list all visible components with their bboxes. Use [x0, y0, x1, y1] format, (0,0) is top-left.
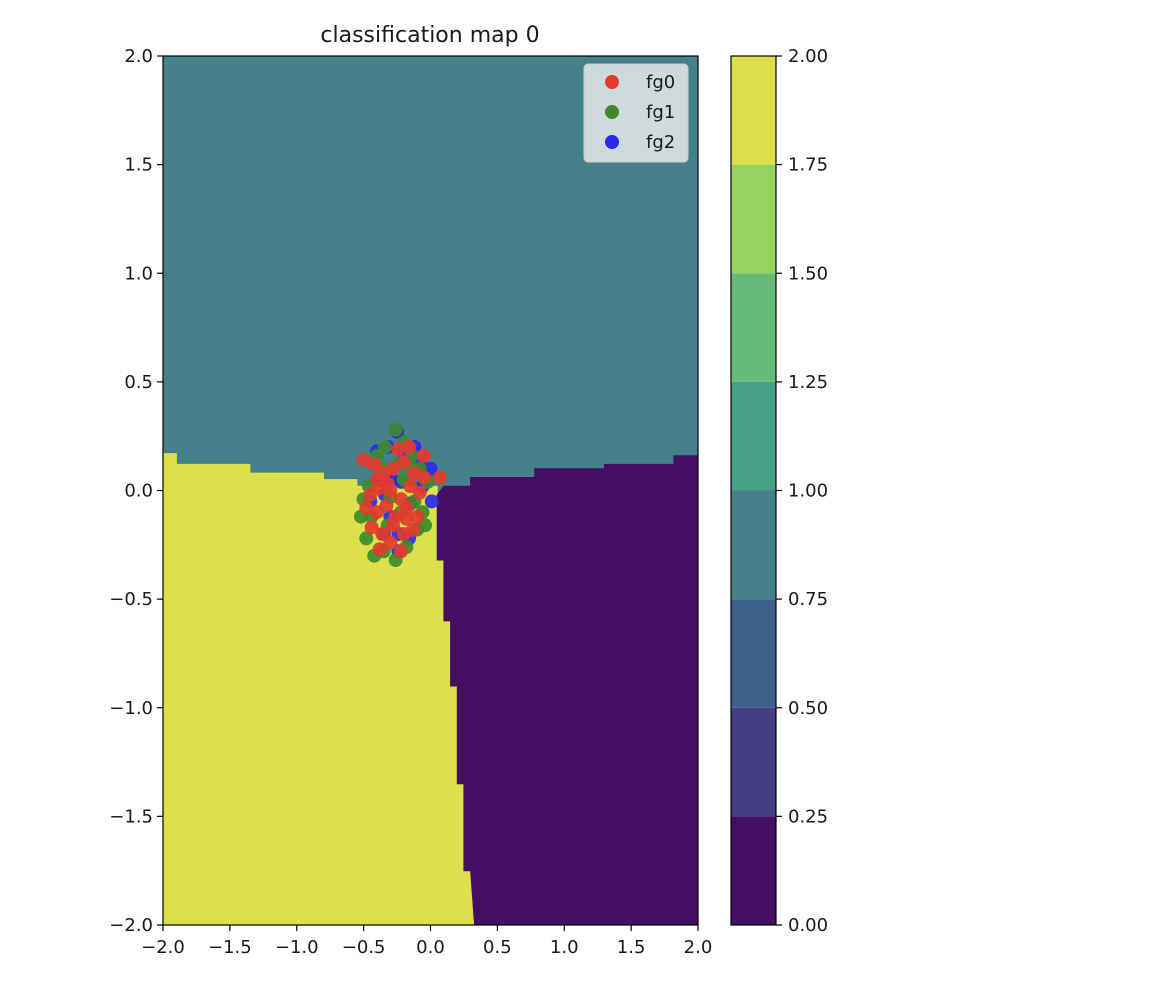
y-tick-label: −1.0 — [109, 698, 153, 719]
axes: −2.0 −1.5 −1.0 −0.5 0.0 0.5 1.0 1.5 2.0 2.0 1.5 1.0… — [109, 46, 712, 958]
legend-marker-fg1 — [605, 105, 619, 119]
y-tick-label: −1.5 — [109, 806, 153, 827]
y-tick-label: 0.5 — [124, 372, 153, 393]
point-fg0-26 — [383, 535, 398, 550]
colorbar-level-0 — [731, 816, 776, 925]
point-fg0-3 — [386, 461, 400, 476]
colorbar-tick-label: 0.00 — [788, 915, 828, 936]
colorbar-level-4 — [731, 381, 776, 491]
x-tick-label: −1.0 — [275, 937, 319, 958]
point-fg0-4 — [396, 455, 411, 470]
x-tick-label: −0.5 — [342, 937, 386, 958]
legend-label-fg1: fg1 — [646, 102, 675, 123]
point-fg0-28 — [402, 440, 417, 454]
y-tick-label: −0.5 — [109, 589, 153, 610]
colorbar-tick-label: 0.25 — [788, 806, 828, 827]
plot-area — [162, 56, 699, 926]
x-tick-label: 1.0 — [550, 937, 579, 958]
legend-marker-fg2 — [605, 135, 619, 149]
point-fg0-19 — [410, 509, 425, 524]
point-fg0-24 — [406, 522, 421, 537]
point-fg2-10 — [424, 494, 439, 509]
region-class-0 — [436, 455, 699, 926]
point-fg0-18 — [399, 500, 414, 515]
point-fg0-25 — [372, 542, 387, 557]
point-fg0-0 — [356, 453, 371, 468]
legend-label-fg2: fg2 — [646, 132, 675, 153]
point-fg0-32 — [416, 448, 431, 463]
colorbar-tick-label: 0.50 — [788, 698, 828, 719]
colorbar-tick-label: 1.50 — [788, 263, 828, 284]
colorbar-level-5 — [731, 273, 776, 382]
colorbar-level-1 — [731, 707, 776, 817]
point-fg0-33 — [370, 472, 384, 487]
point-fg0-20 — [364, 520, 379, 535]
point-fg0-29 — [391, 442, 406, 457]
colorbar-tick-label: 1.25 — [788, 372, 828, 393]
colorbar-tick-label: 1.75 — [788, 155, 828, 176]
point-fg0-7 — [432, 470, 447, 485]
colorbar-tick-label: 0.75 — [788, 589, 828, 610]
x-tick-label: −1.5 — [208, 937, 252, 958]
x-tick-label: 0.5 — [483, 937, 512, 958]
chart-title: classification map 0 — [320, 23, 539, 48]
point-fg0-22 — [386, 518, 400, 533]
point-fg1-10 — [378, 440, 392, 454]
colorbar-tick-label: 2.00 — [788, 46, 828, 67]
x-tick-label: 0.0 — [416, 937, 445, 958]
point-fg0-27 — [394, 544, 409, 559]
x-tick-label: −2.0 — [141, 937, 185, 958]
point-fg0-13 — [412, 485, 427, 500]
colorbar-level-7 — [731, 56, 776, 165]
y-tick-label: 2.0 — [124, 46, 153, 67]
colorbar: 0.00 0.25 0.50 0.75 1.00 1.25 1.50 1.75 2.00 — [730, 46, 828, 936]
x-tick-label: 1.5 — [617, 937, 646, 958]
point-fg1-11 — [388, 422, 403, 437]
point-fg0-6 — [416, 470, 431, 485]
y-tick-label: 1.0 — [124, 263, 153, 284]
colorbar-tick-label: 1.00 — [788, 481, 828, 502]
colorbar-level-3 — [731, 490, 776, 600]
colorbar-level-2 — [731, 599, 776, 708]
y-tick-label: −2.0 — [109, 915, 153, 936]
point-fg0-31 — [399, 511, 414, 526]
point-fg0-30 — [380, 477, 395, 491]
point-fg0-1 — [367, 457, 382, 472]
y-tick-label: 0.0 — [124, 481, 153, 502]
point-fg0-14 — [359, 500, 374, 515]
point-fg1-1 — [359, 531, 374, 546]
legend: fg0 fg1 fg2 — [583, 63, 689, 163]
y-tick-label: 1.5 — [124, 155, 153, 176]
legend-marker-fg0 — [605, 75, 619, 89]
point-fg0-16 — [379, 498, 394, 513]
colorbar-level-6 — [731, 164, 776, 274]
x-tick-label: 2.0 — [684, 937, 713, 958]
legend-label-fg0: fg0 — [646, 72, 675, 93]
